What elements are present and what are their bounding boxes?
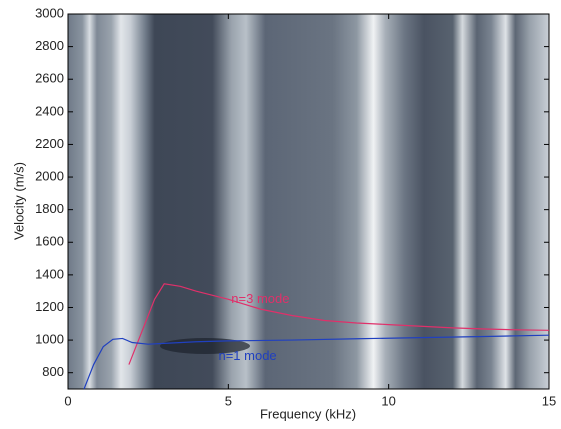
annotation: n=1 mode: [218, 348, 276, 363]
x-tick-label: 15: [542, 393, 556, 408]
y-tick-label: 800: [42, 364, 64, 379]
dispersion-image: [68, 14, 549, 389]
y-tick-label: 1600: [35, 234, 64, 249]
y-tick-label: 2200: [35, 136, 64, 151]
plot-frame: [67, 13, 550, 390]
y-tick-label: 1800: [35, 201, 64, 216]
y-tick-label: 1200: [35, 299, 64, 314]
x-axis-label: Frequency (kHz): [260, 406, 356, 421]
y-axis-label: Velocity (m/s): [11, 162, 26, 240]
y-tick-label: 2400: [35, 103, 64, 118]
x-tick-label: 5: [225, 393, 232, 408]
y-tick-label: 3000: [35, 5, 64, 20]
x-tick-label: 10: [381, 393, 395, 408]
y-tick-label: 1000: [35, 332, 64, 347]
mode-curve: [128, 283, 550, 365]
x-tick-label: 0: [64, 393, 71, 408]
annotation: n=3 mode: [231, 291, 289, 306]
mode-curve: [83, 334, 550, 390]
y-tick-label: 2600: [35, 71, 64, 86]
y-tick-label: 1400: [35, 266, 64, 281]
y-tick-label: 2000: [35, 168, 64, 183]
y-tick-label: 2800: [35, 38, 64, 53]
